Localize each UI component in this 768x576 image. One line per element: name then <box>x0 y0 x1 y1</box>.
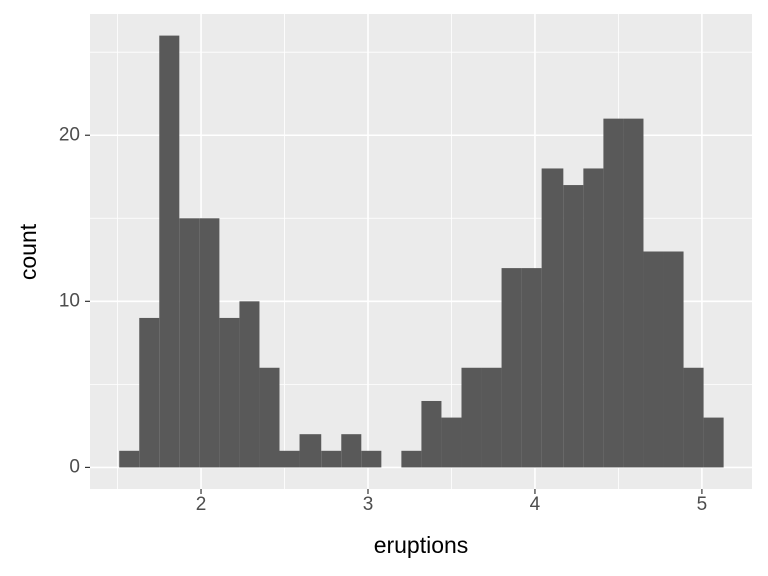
bar <box>541 168 564 468</box>
bar <box>603 118 624 468</box>
bar <box>219 317 240 468</box>
bar <box>583 168 604 468</box>
bar <box>663 251 684 468</box>
y-tick-label: 0 <box>69 456 80 477</box>
bar <box>643 251 664 468</box>
bar <box>179 218 200 468</box>
bar <box>321 450 342 468</box>
bar <box>683 367 704 468</box>
bar <box>461 367 482 468</box>
y-axis-title: count <box>15 223 41 280</box>
bar <box>401 450 422 468</box>
bar <box>341 434 362 468</box>
bar <box>239 301 260 468</box>
bar <box>623 118 644 468</box>
bar <box>139 317 160 468</box>
x-tick-label: 2 <box>196 494 207 515</box>
y-tick-label: 20 <box>59 124 80 145</box>
bar <box>199 218 220 468</box>
bar <box>703 417 724 468</box>
bar <box>421 400 442 468</box>
bar <box>119 450 140 468</box>
y-tick-label: 10 <box>59 290 80 311</box>
bar <box>259 367 280 468</box>
x-tick-label: 5 <box>697 494 708 515</box>
bar <box>299 434 322 468</box>
bar <box>521 268 542 468</box>
bar <box>279 450 300 468</box>
bar <box>361 450 382 468</box>
bar <box>159 35 180 468</box>
x-axis-title: eruptions <box>374 532 469 558</box>
x-tick-label: 4 <box>530 494 541 515</box>
bar <box>481 367 502 468</box>
bar <box>563 185 584 468</box>
bar <box>501 268 522 468</box>
bar <box>441 417 462 468</box>
x-tick-label: 3 <box>363 494 374 515</box>
